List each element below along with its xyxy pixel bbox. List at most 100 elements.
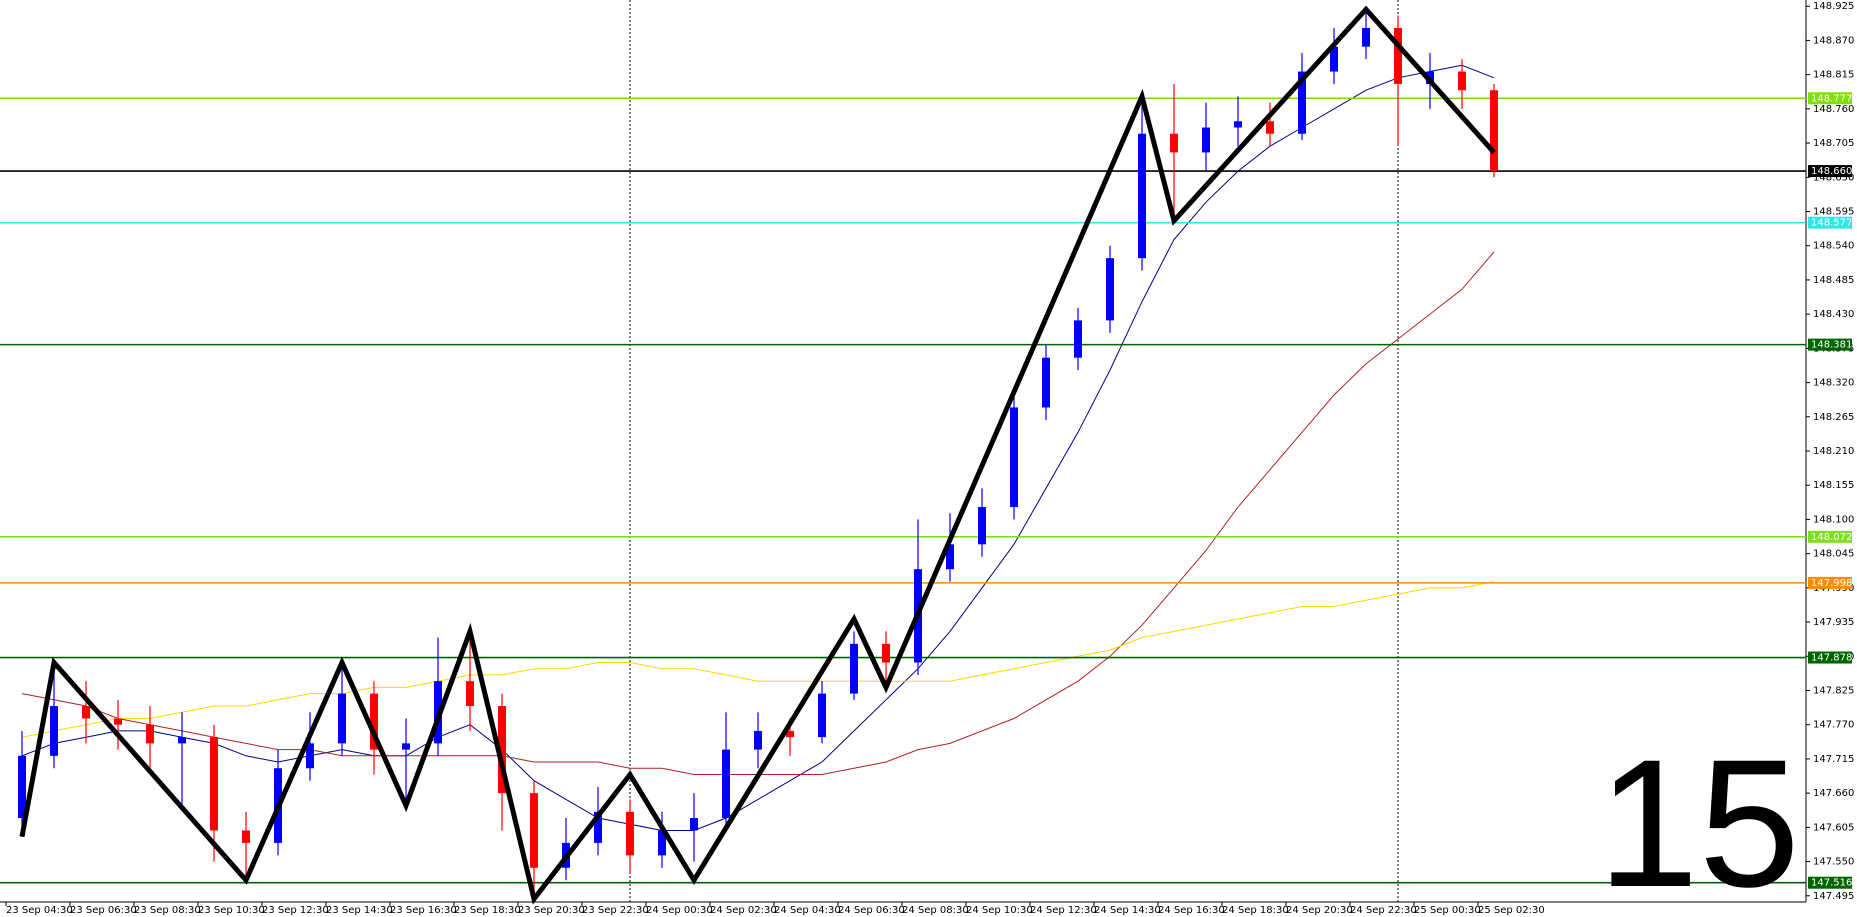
candle-body (1138, 133, 1146, 259)
y-tick-label: 148.210 (1813, 446, 1854, 457)
x-tick-label: 25 Sep 00:30 (1414, 905, 1481, 916)
candle-body (1234, 121, 1242, 128)
level-label: 147.516 (1811, 878, 1852, 889)
x-tick-label: 23 Sep 16:30 (390, 905, 457, 916)
candle-body (466, 681, 474, 707)
y-tick-label: 148.100 (1813, 514, 1854, 525)
candle-body (82, 706, 90, 719)
candle-body (1298, 71, 1306, 134)
candle-body (146, 724, 154, 744)
candle-body (818, 693, 826, 738)
y-tick-label: 147.605 (1813, 822, 1854, 833)
y-tick-label: 148.815 (1813, 70, 1854, 81)
candle-body (690, 818, 698, 831)
x-tick-label: 24 Sep 06:30 (838, 905, 905, 916)
candle-body (402, 743, 410, 750)
candle-body (306, 743, 314, 769)
level-label-box (1808, 576, 1852, 589)
level-label: 148.072 (1811, 532, 1852, 543)
x-tick-label: 24 Sep 18:30 (1222, 905, 1289, 916)
level-label-box (1808, 216, 1852, 229)
y-tick-label: 147.715 (1813, 754, 1854, 765)
zigzag (19, 5, 1496, 905)
y-tick-label: 148.760 (1813, 104, 1854, 115)
candle-body (786, 730, 794, 738)
y-tick-label: 147.825 (1813, 685, 1854, 696)
x-tick-label: 23 Sep 08:30 (134, 905, 201, 916)
y-tick-label: 148.045 (1813, 549, 1854, 560)
candle-body (242, 830, 250, 843)
moving-average (21, 64, 1495, 831)
x-tick-label: 24 Sep 12:30 (1030, 905, 1097, 916)
y-tick-label: 148.925 (1813, 1, 1854, 12)
candle-body (498, 706, 506, 794)
candle-body (210, 737, 218, 831)
candle-body (1010, 407, 1018, 507)
x-tick-label: 24 Sep 00:30 (646, 905, 713, 916)
y-tick-label: 147.550 (1813, 857, 1854, 868)
level-label: 148.577 (1811, 218, 1852, 229)
candle-body (1394, 27, 1402, 84)
level-label-box (1808, 165, 1852, 178)
level-label-box (1808, 876, 1852, 889)
y-tick-label: 148.870 (1813, 35, 1854, 46)
candle-body (978, 506, 986, 545)
x-tick-label: 24 Sep 08:30 (902, 905, 969, 916)
x-tick-label: 24 Sep 10:30 (966, 905, 1033, 916)
level-label: 147.878 (1811, 653, 1852, 664)
x-tick-label: 23 Sep 18:30 (454, 905, 521, 916)
x-tick-label: 23 Sep 20:30 (518, 905, 585, 916)
level-label: 147.998 (1811, 578, 1852, 589)
y-tick-label: 148.430 (1813, 309, 1854, 320)
x-tick-label: 23 Sep 06:30 (70, 905, 137, 916)
x-tick-label: 23 Sep 22:30 (582, 905, 649, 916)
x-tick-label: 23 Sep 04:30 (6, 905, 73, 916)
y-tick-label: 148.595 (1813, 207, 1854, 218)
candle-body (594, 811, 602, 843)
y-tick-label: 148.650 (1813, 172, 1854, 183)
level-label-box (1808, 651, 1852, 664)
y-tick-label: 147.935 (1813, 617, 1854, 628)
candle-body (18, 755, 26, 819)
x-tick-label: 24 Sep 04:30 (774, 905, 841, 916)
y-tick-label: 148.540 (1813, 241, 1854, 252)
candle-body (370, 693, 378, 750)
candle-body (530, 793, 538, 868)
candle-body (1330, 46, 1338, 72)
candle-body (1458, 71, 1466, 91)
level-label: 148.777 (1811, 93, 1852, 104)
y-tick-label: 148.705 (1813, 138, 1854, 149)
level-label-box (1808, 338, 1852, 351)
candle-body (626, 811, 634, 856)
moving-average (21, 251, 1495, 775)
level-label: 148.381 (1811, 340, 1852, 351)
candle-body (850, 643, 858, 694)
y-tick-label: 148.155 (1813, 480, 1854, 491)
y-tick-label: 147.770 (1813, 720, 1854, 731)
x-tick-label: 23 Sep 12:30 (262, 905, 329, 916)
x-tick-label: 24 Sep 02:30 (710, 905, 777, 916)
candle-body (338, 693, 346, 744)
candle-body (1362, 27, 1370, 47)
y-tick-label: 147.660 (1813, 788, 1854, 799)
x-tick-label: 24 Sep 20:30 (1286, 905, 1353, 916)
candle-body (946, 544, 954, 570)
x-tick-label: 23 Sep 10:30 (198, 905, 265, 916)
candle-body (1042, 357, 1050, 408)
candle-body (1170, 133, 1178, 153)
candle-body (754, 730, 762, 750)
y-tick-label: 148.485 (1813, 275, 1854, 286)
moving-average (21, 581, 1495, 738)
y-tick-label: 148.320 (1813, 378, 1854, 389)
candle-body (178, 737, 186, 744)
candle-body (1202, 127, 1210, 153)
candle-body (50, 706, 58, 756)
candle-body (658, 830, 666, 856)
candle-body (722, 749, 730, 819)
y-tick-label: 147.495 (1813, 891, 1854, 902)
x-tick-label: 24 Sep 22:30 (1350, 905, 1417, 916)
y-tick-label: 148.265 (1813, 412, 1854, 423)
candle-body (114, 718, 122, 725)
